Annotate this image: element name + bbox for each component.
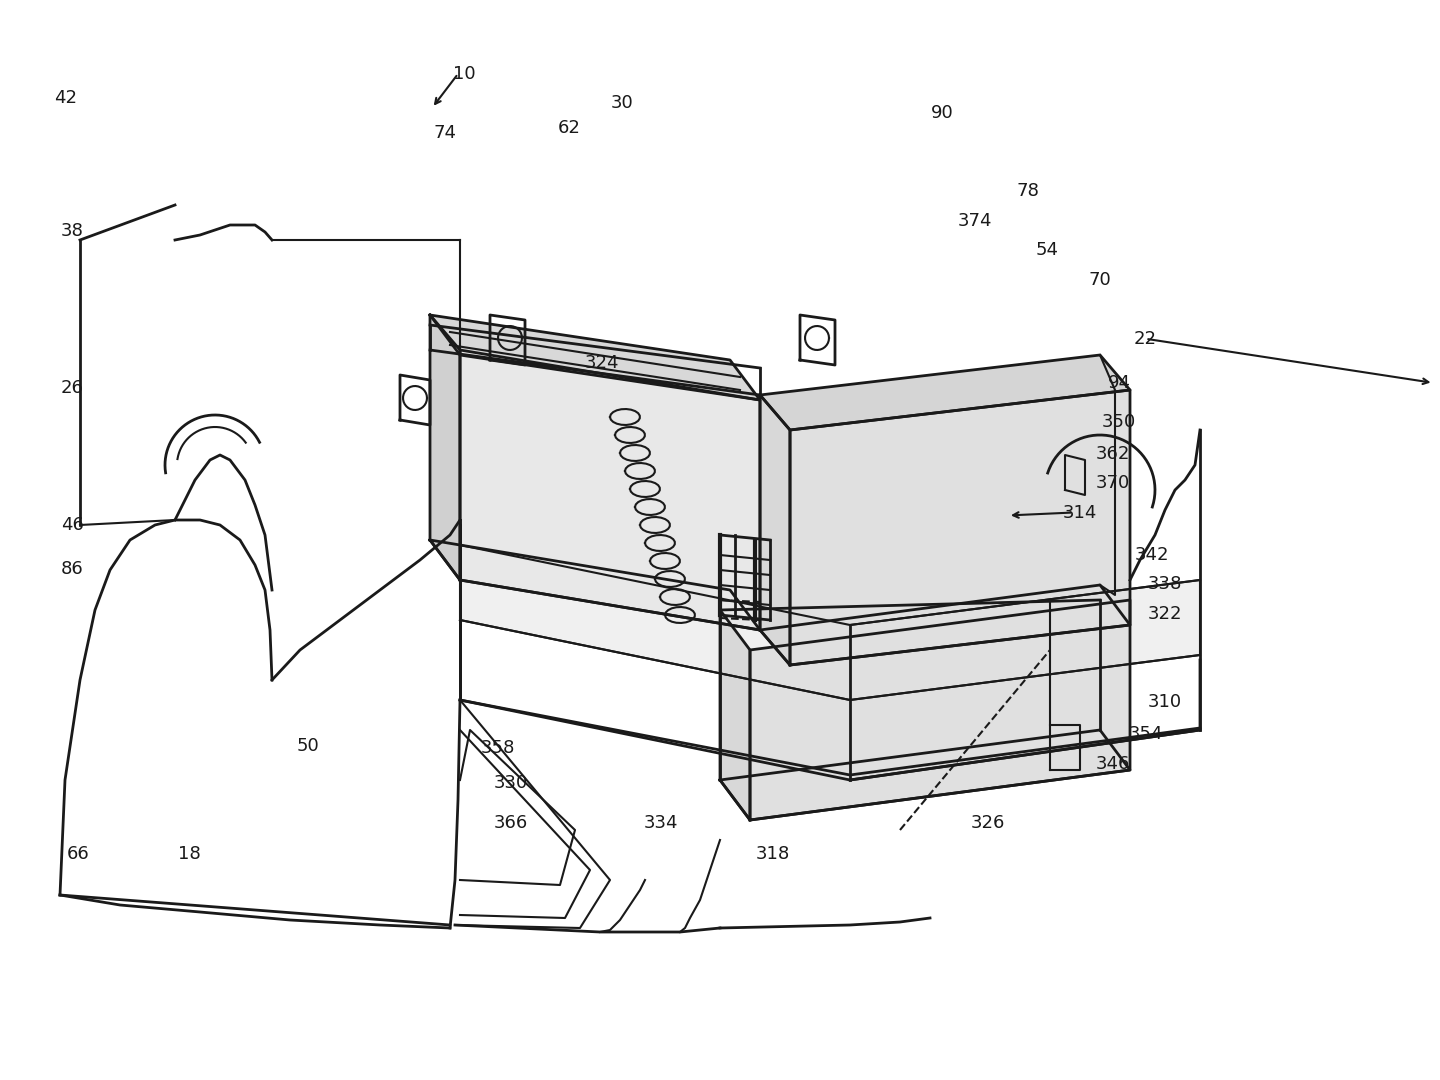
Text: 10: 10 xyxy=(454,65,477,83)
Text: 366: 366 xyxy=(494,813,527,832)
Text: 374: 374 xyxy=(958,212,992,230)
Polygon shape xyxy=(431,540,760,630)
Polygon shape xyxy=(791,390,1130,665)
Text: 22: 22 xyxy=(1133,329,1156,348)
Polygon shape xyxy=(459,545,1200,700)
Polygon shape xyxy=(750,600,1130,820)
Text: 18: 18 xyxy=(179,846,202,863)
Text: 78: 78 xyxy=(1017,183,1040,201)
Text: 324: 324 xyxy=(585,354,619,373)
Polygon shape xyxy=(760,395,791,665)
Text: 354: 354 xyxy=(1128,726,1162,743)
Polygon shape xyxy=(431,315,459,580)
Text: 94: 94 xyxy=(1107,374,1130,392)
Text: 42: 42 xyxy=(53,90,76,107)
Text: 26: 26 xyxy=(60,379,84,396)
Text: 70: 70 xyxy=(1089,271,1112,288)
Text: 362: 362 xyxy=(1096,445,1130,462)
Text: 38: 38 xyxy=(60,221,84,240)
Polygon shape xyxy=(431,315,760,400)
Text: 74: 74 xyxy=(433,123,456,141)
Text: 346: 346 xyxy=(1096,755,1130,773)
Text: 322: 322 xyxy=(1148,605,1182,623)
Polygon shape xyxy=(760,585,1130,665)
Text: 338: 338 xyxy=(1148,576,1182,593)
Text: 350: 350 xyxy=(1102,414,1136,431)
Text: 86: 86 xyxy=(60,561,84,579)
Polygon shape xyxy=(720,730,1130,820)
Polygon shape xyxy=(720,610,750,820)
Text: 318: 318 xyxy=(755,846,789,863)
Text: 358: 358 xyxy=(481,739,514,757)
Text: 62: 62 xyxy=(559,119,580,137)
Text: 314: 314 xyxy=(1063,503,1097,522)
Text: 370: 370 xyxy=(1096,474,1130,492)
Polygon shape xyxy=(459,350,760,630)
Text: 30: 30 xyxy=(611,94,634,112)
Polygon shape xyxy=(760,355,1130,430)
Text: 90: 90 xyxy=(932,104,953,122)
Text: 334: 334 xyxy=(644,813,678,832)
Text: 326: 326 xyxy=(971,813,1005,832)
Text: 46: 46 xyxy=(60,516,84,535)
Text: 330: 330 xyxy=(494,774,527,793)
Text: 54: 54 xyxy=(1035,241,1058,259)
Text: 66: 66 xyxy=(68,846,89,863)
Text: 342: 342 xyxy=(1135,545,1169,564)
Text: 310: 310 xyxy=(1148,693,1182,711)
Text: 50: 50 xyxy=(297,738,320,755)
